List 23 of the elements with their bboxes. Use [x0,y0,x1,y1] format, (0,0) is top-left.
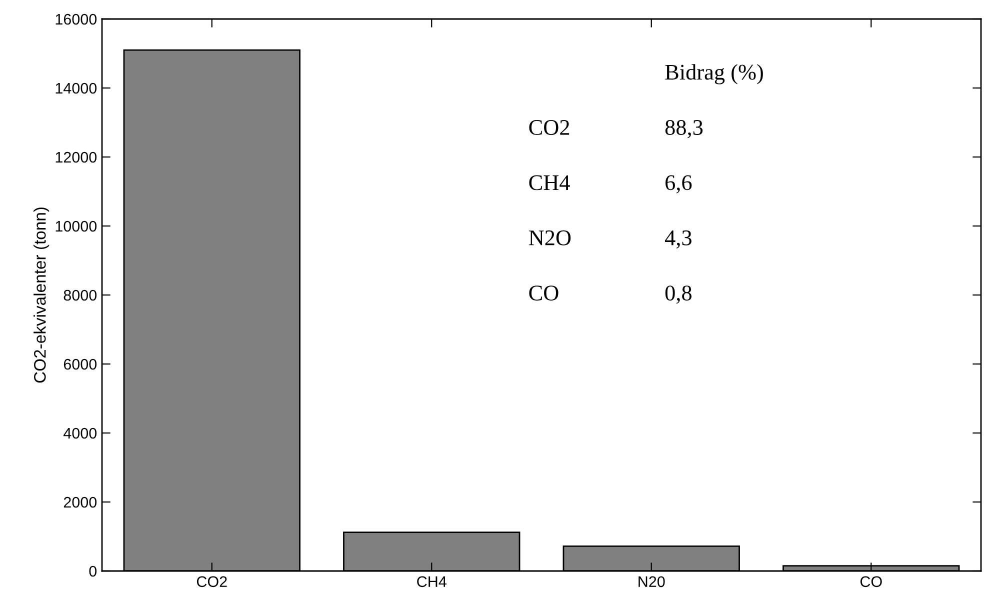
y-tick-label: 12000 [56,152,97,163]
annotation: CO2 [529,120,570,135]
y-tick-label: 16000 [56,14,97,25]
annotation: 6,6 [666,175,692,194]
x-tick-label: CH4 [417,576,446,588]
x-tick-label: CO2 [196,576,227,588]
annotation: CH4 [529,175,570,190]
y-tick-label: 10000 [56,220,97,232]
y-tick-label: 0 [89,566,97,577]
annotation: Bidrag (%) [665,64,763,84]
y-axis-title: CO2-ekvivalenter (tonn) [34,208,50,383]
x-tick-label: CO [860,576,882,588]
annotation: N2O [528,230,571,246]
annotation: 4,3 [664,230,692,249]
y-tick-label: 2000 [64,496,97,508]
y-tick-label: 4000 [64,428,97,439]
y-tick-label: 6000 [64,358,97,370]
annotation: 0,8 [665,286,692,304]
y-tick-label: 8000 [64,290,97,301]
y-tick-label: 14000 [56,82,97,94]
annotation: 88,3 [665,120,703,138]
x-tick-label: N20 [638,576,665,588]
annotation: CO [529,286,558,301]
